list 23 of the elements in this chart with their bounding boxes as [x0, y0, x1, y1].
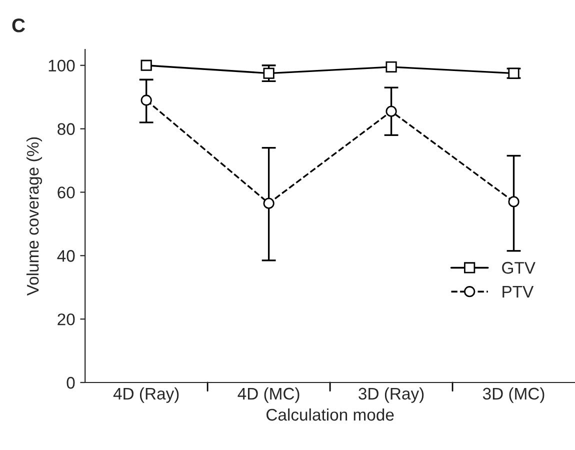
- point: [263, 198, 274, 209]
- point: [140, 60, 152, 71]
- y-tick-label: 40: [57, 250, 75, 262]
- y-tick-label: 0: [66, 376, 75, 389]
- point: [386, 61, 397, 72]
- text: C: [12, 18, 26, 32]
- legend-label: GTV: [502, 262, 536, 274]
- x-axis-title: Calculation mode: [266, 408, 394, 421]
- point: [508, 68, 520, 79]
- point: [263, 68, 274, 79]
- y-axis-title: Volume coverage (%): [26, 137, 42, 296]
- y-tick-label: 60: [58, 186, 75, 198]
- point: [386, 106, 397, 117]
- y-tick-label: 20: [58, 313, 75, 326]
- point: [508, 196, 520, 208]
- y-tick-label: 80: [58, 123, 75, 135]
- point: [140, 94, 152, 106]
- x-tick-label: 3D (Ray): [358, 387, 424, 403]
- x-tick-label: 4D (Ray): [113, 387, 179, 403]
- y-tick-label: 100: [48, 60, 75, 72]
- x-tick-label: 3D (MC): [482, 387, 544, 403]
- legend-label: PTV: [502, 286, 534, 298]
- x-tick-label: 4D (MC): [238, 387, 300, 403]
